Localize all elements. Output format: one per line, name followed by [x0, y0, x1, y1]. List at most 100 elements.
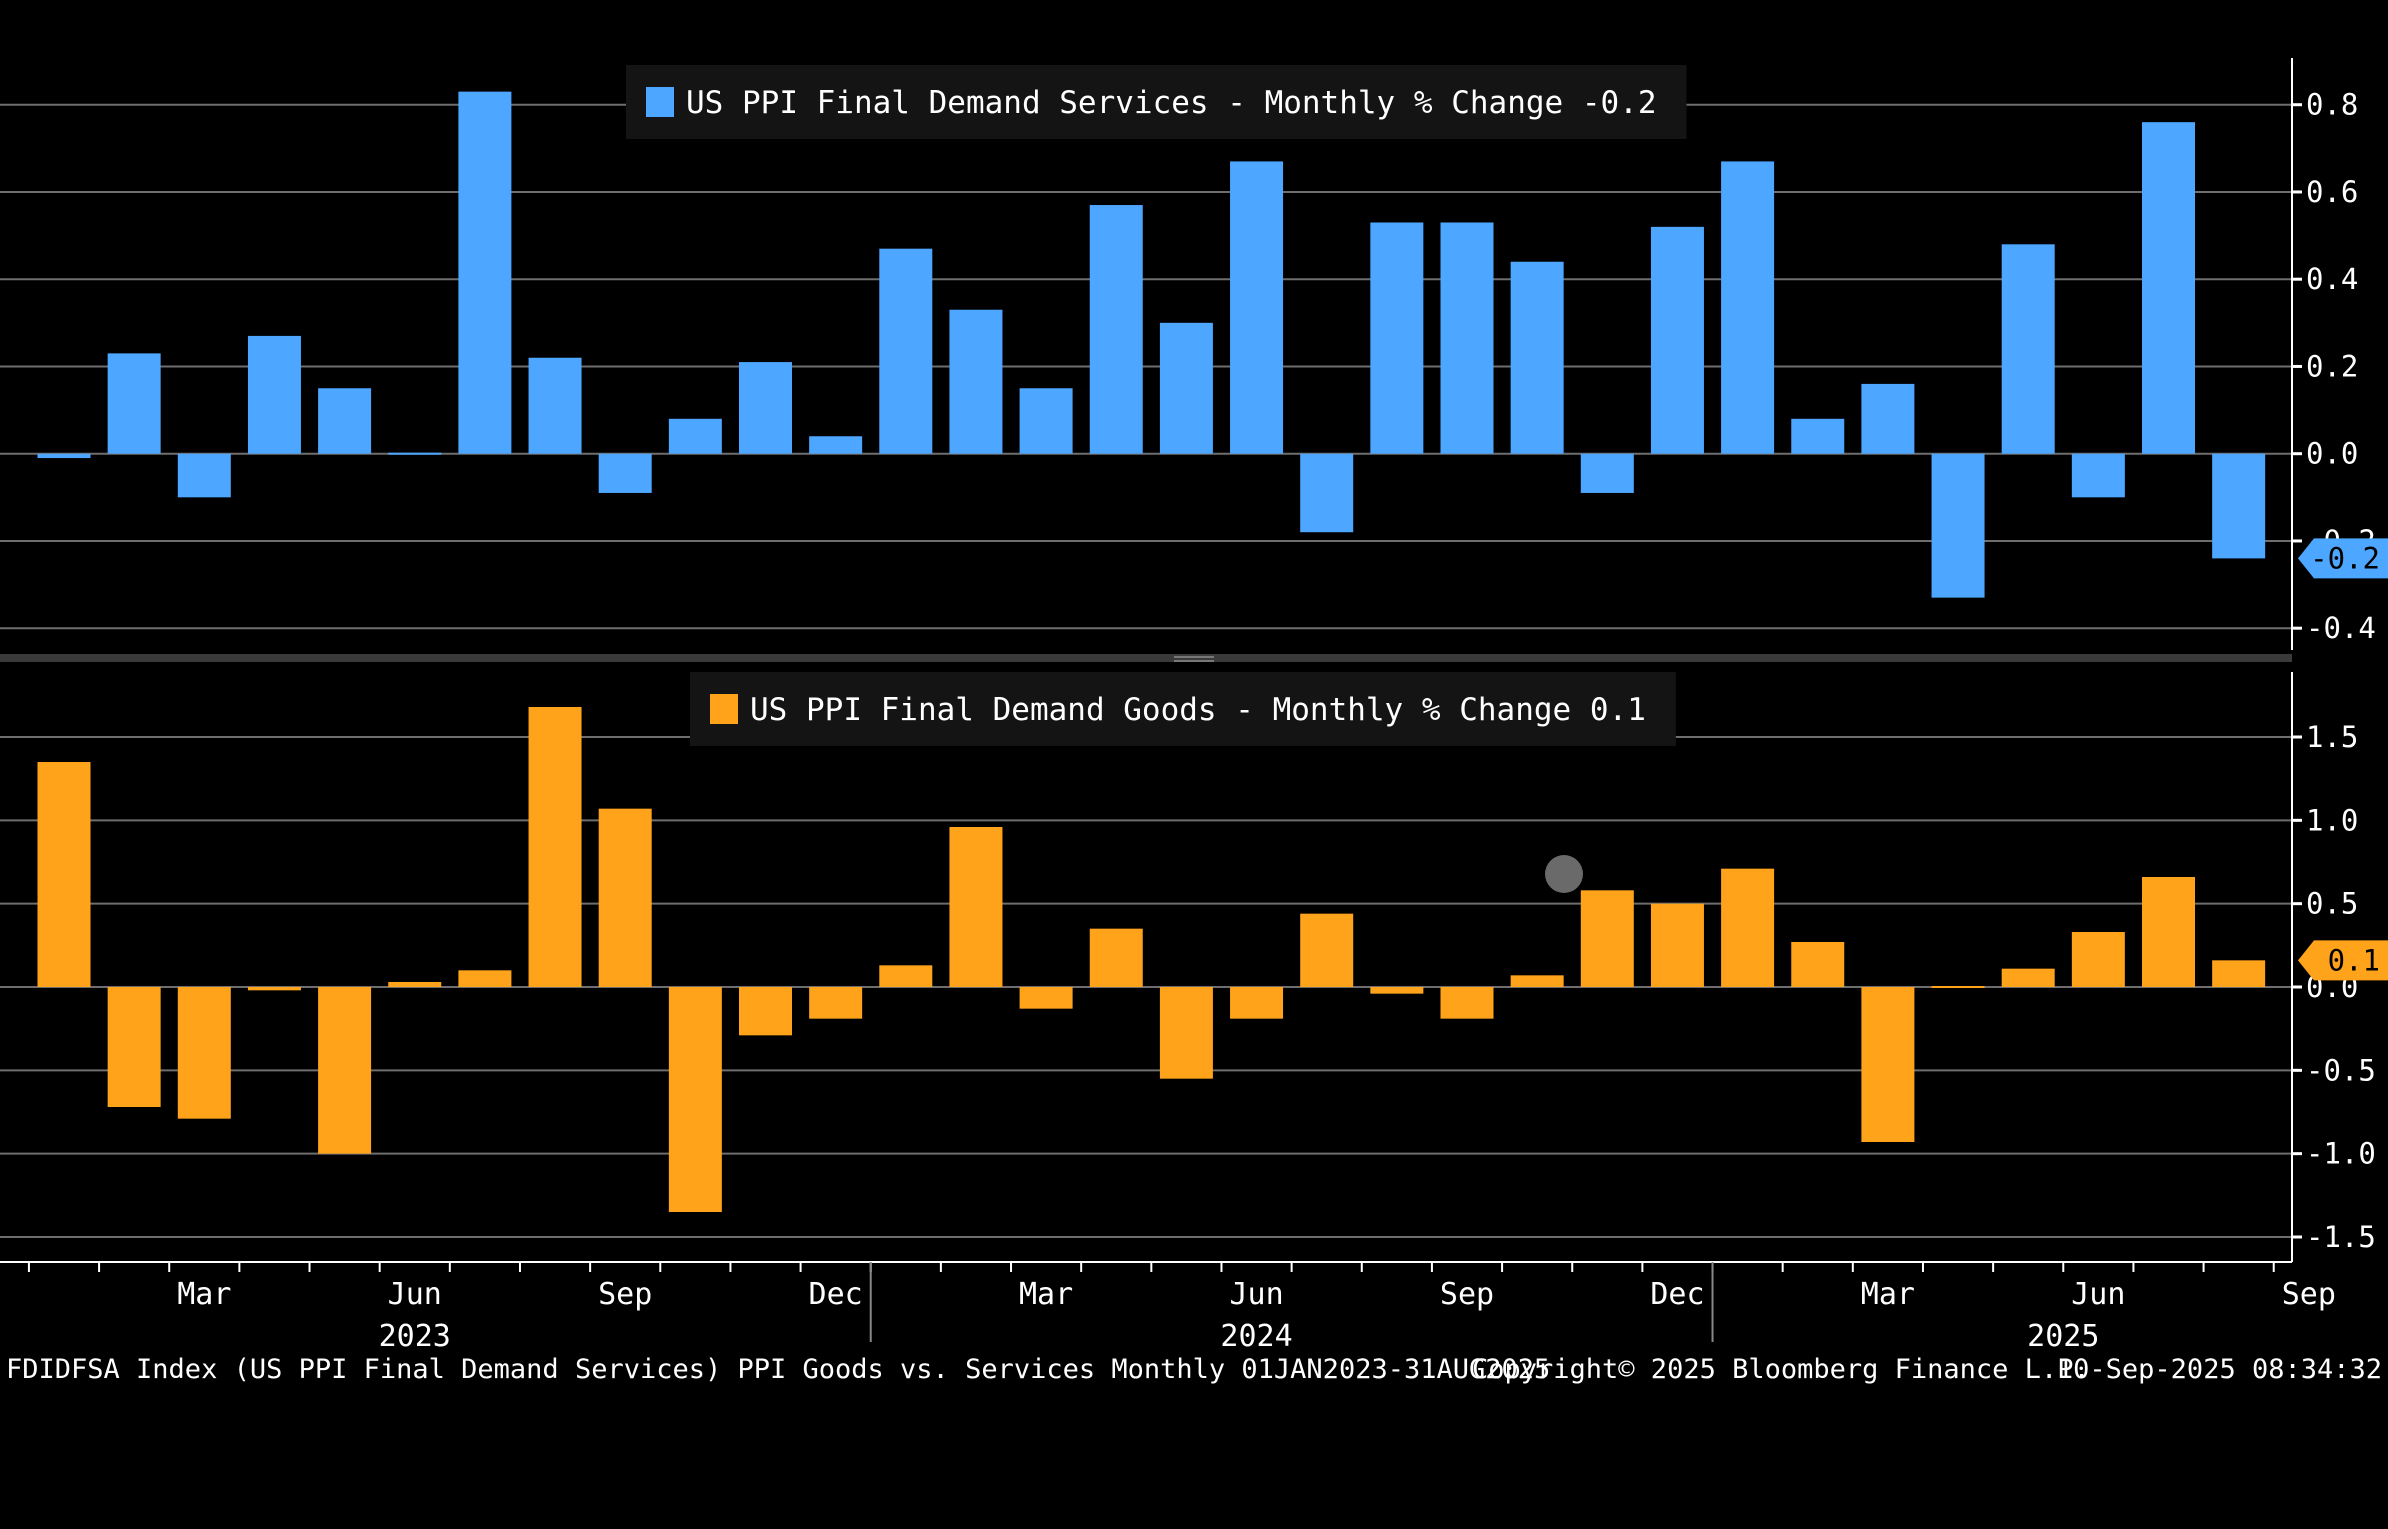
bar[interactable] — [2001, 968, 2055, 987]
bar[interactable] — [1721, 161, 1775, 454]
bar[interactable] — [1861, 383, 1915, 454]
bar[interactable] — [949, 309, 1003, 454]
y-tick-label: 0.8 — [2306, 88, 2358, 122]
y-tick-label: 0.0 — [2306, 437, 2358, 471]
bar[interactable] — [318, 987, 372, 1154]
cursor-marker — [1545, 855, 1583, 893]
bar[interactable] — [2001, 244, 2055, 454]
bar[interactable] — [668, 418, 722, 454]
legend-box — [626, 65, 1687, 139]
bar[interactable] — [809, 436, 863, 454]
bar[interactable] — [949, 827, 1003, 987]
bar[interactable] — [739, 987, 792, 1036]
y-tick-label: 0.4 — [2306, 262, 2358, 296]
last-value-label: -0.2 — [2310, 541, 2380, 575]
y-tick-label: -0.5 — [2306, 1053, 2376, 1087]
x-month-label: Dec — [809, 1277, 863, 1312]
bar[interactable] — [318, 388, 372, 454]
bar[interactable] — [1300, 453, 1354, 533]
x-month-label: Mar — [1019, 1277, 1073, 1312]
bar[interactable] — [1580, 453, 1634, 493]
footer: FDIDFSA Index (US PPI Final Demand Servi… — [6, 1354, 2382, 1385]
bar[interactable] — [1791, 942, 1845, 987]
bar[interactable] — [37, 453, 91, 459]
bar[interactable] — [1370, 987, 1424, 994]
legend-swatch — [710, 694, 738, 724]
x-month-label: Dec — [1650, 1277, 1704, 1312]
legend-swatch — [646, 87, 674, 117]
bar[interactable] — [1861, 987, 1915, 1142]
services-panel: 0.80.60.40.20.0-0.2-0.4-0.2US PPI Final … — [0, 58, 2388, 650]
footer-timestamp: 10-Sep-2025 08:34:32 — [2057, 1354, 2382, 1385]
bar[interactable] — [1440, 222, 1494, 454]
bar[interactable] — [1721, 868, 1775, 987]
y-tick-label: -1.5 — [2306, 1220, 2376, 1254]
bar[interactable] — [1791, 418, 1845, 454]
bar[interactable] — [1510, 975, 1564, 987]
bar[interactable] — [37, 762, 91, 987]
x-year-label: 2023 — [379, 1319, 451, 1354]
last-value-badge: 0.1 — [2298, 940, 2388, 981]
last-value-label: 0.1 — [2328, 943, 2380, 977]
bar[interactable] — [1580, 890, 1634, 987]
x-year-label: 2024 — [1220, 1319, 1292, 1354]
bar[interactable] — [388, 982, 442, 987]
bar[interactable] — [1159, 322, 1213, 454]
bar[interactable] — [1019, 388, 1073, 454]
bar[interactable] — [247, 987, 301, 991]
bar[interactable] — [1089, 928, 1143, 987]
bar[interactable] — [598, 453, 652, 493]
bar[interactable] — [1089, 205, 1143, 454]
bar[interactable] — [879, 248, 933, 454]
bar[interactable] — [528, 357, 582, 454]
legend: US PPI Final Demand Services - Monthly %… — [626, 65, 1687, 139]
x-axis: Mar Jun Sep Dec Mar Jun Sep Dec Mar Jun Sep 2023 202… — [0, 1261, 2336, 1354]
divider-handle-line — [1174, 656, 1214, 658]
bar[interactable] — [177, 453, 231, 498]
bar[interactable] — [1019, 987, 1073, 1009]
bar[interactable] — [1159, 987, 1213, 1079]
bar[interactable] — [107, 353, 161, 454]
bar[interactable] — [1230, 161, 1284, 454]
y-tick-label: 0.5 — [2306, 887, 2358, 921]
bar[interactable] — [1650, 226, 1704, 454]
legend-label: US PPI Final Demand Services - Monthly %… — [686, 85, 1657, 121]
bar[interactable] — [879, 965, 933, 987]
bar[interactable] — [1931, 453, 1985, 598]
y-tick-label: 1.5 — [2306, 720, 2358, 754]
footer-copyright: Copyright© 2025 Bloomberg Finance L.P. — [1472, 1354, 2090, 1385]
bar[interactable] — [2142, 122, 2195, 454]
bar[interactable] — [1931, 986, 1985, 988]
bar[interactable] — [107, 987, 161, 1107]
bar[interactable] — [668, 987, 722, 1212]
bar[interactable] — [1230, 987, 1284, 1019]
bar[interactable] — [2142, 877, 2195, 987]
bar[interactable] — [177, 987, 231, 1119]
bar[interactable] — [1650, 903, 1704, 987]
x-month-label: Sep — [598, 1277, 652, 1312]
bar[interactable] — [528, 707, 582, 987]
bar[interactable] — [458, 91, 512, 454]
bar[interactable] — [739, 362, 792, 454]
bar[interactable] — [809, 987, 863, 1019]
bar[interactable] — [458, 970, 512, 987]
bar[interactable] — [388, 452, 442, 455]
bar[interactable] — [2071, 453, 2125, 498]
bar[interactable] — [1510, 261, 1564, 454]
bar[interactable] — [1300, 913, 1354, 987]
y-tick-label: 1.0 — [2306, 803, 2358, 837]
bar[interactable] — [2212, 453, 2266, 559]
bar[interactable] — [2071, 932, 2125, 987]
x-month-label: Mar — [1861, 1277, 1915, 1312]
legend-box — [690, 672, 1676, 746]
bar[interactable] — [1440, 987, 1494, 1019]
bar[interactable] — [1370, 222, 1424, 454]
last-value-badge: -0.2 — [2298, 538, 2388, 579]
x-month-label: Mar — [177, 1277, 231, 1312]
legend-label: US PPI Final Demand Goods - Monthly % Ch… — [750, 692, 1646, 728]
bar[interactable] — [598, 808, 652, 987]
panel-divider[interactable] — [0, 654, 2292, 662]
bar[interactable] — [247, 335, 301, 454]
x-month-label: Sep — [2282, 1277, 2336, 1312]
bar[interactable] — [2212, 960, 2266, 987]
